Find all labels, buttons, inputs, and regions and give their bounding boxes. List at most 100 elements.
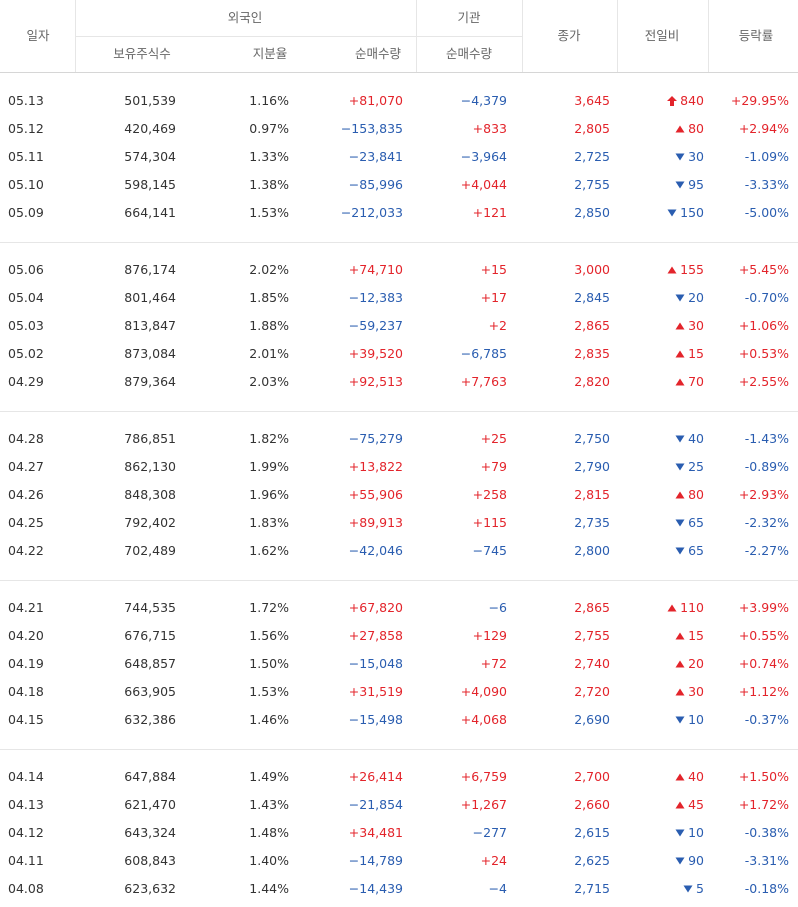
rate-cell: +0.74% <box>738 656 789 671</box>
group-divider <box>0 749 798 750</box>
rate-cell: +2.94% <box>738 121 789 136</box>
foreign-net-cell: −59,237 <box>348 318 403 333</box>
institution-net-cell: +129 <box>472 628 507 643</box>
change-value: 90 <box>688 853 704 868</box>
foreign-net-cell: +74,710 <box>348 262 403 277</box>
change-arrow <box>675 632 685 640</box>
holdings-cell: 876,174 <box>124 262 176 277</box>
foreign-net-cell: −21,854 <box>348 797 403 812</box>
institution-net-cell: +7,763 <box>460 374 507 389</box>
change-value: 40 <box>688 769 704 784</box>
change-value: 15 <box>688 346 704 361</box>
institution-net-cell: +258 <box>472 487 507 502</box>
date-cell: 04.27 <box>8 459 44 474</box>
holdings-cell: 663,905 <box>124 684 176 699</box>
ratio-cell: 1.40% <box>249 853 289 868</box>
change-value: 10 <box>688 712 704 727</box>
header-cell: 기관 <box>457 10 481 25</box>
rate-cell: -3.31% <box>744 853 789 868</box>
holdings-cell: 676,715 <box>124 628 176 643</box>
date-cell: 05.12 <box>8 121 44 136</box>
change-cell: 40 <box>675 769 704 785</box>
close-cell: 3,645 <box>574 93 610 108</box>
close-cell: 2,690 <box>574 712 610 727</box>
close-cell: 2,835 <box>574 346 610 361</box>
change-cell: 80 <box>675 487 704 503</box>
change-arrow <box>675 688 685 696</box>
close-cell: 2,720 <box>574 684 610 699</box>
ratio-cell: 1.85% <box>249 290 289 305</box>
holdings-cell: 598,145 <box>124 177 176 192</box>
holdings-cell: 574,304 <box>124 149 176 164</box>
holdings-cell: 647,884 <box>124 769 176 784</box>
rate-cell: +1.72% <box>738 797 789 812</box>
close-cell: 2,845 <box>574 290 610 305</box>
change-arrow <box>667 266 677 274</box>
change-cell: 30 <box>675 149 704 165</box>
change-arrow <box>675 547 685 555</box>
rate-cell: -5.00% <box>744 205 789 220</box>
institution-net-cell: −4 <box>488 881 507 896</box>
date-cell: 04.13 <box>8 797 44 812</box>
date-cell: 04.12 <box>8 825 44 840</box>
change-cell: 65 <box>675 543 704 559</box>
foreign-net-cell: +13,822 <box>348 459 403 474</box>
institution-net-cell: +24 <box>480 853 507 868</box>
change-arrow <box>675 153 685 161</box>
change-arrow <box>675 773 685 781</box>
close-cell: 2,735 <box>574 515 610 530</box>
date-cell: 04.18 <box>8 684 44 699</box>
date-cell: 04.26 <box>8 487 44 502</box>
institution-net-cell: −4,379 <box>460 93 507 108</box>
change-value: 5 <box>696 881 704 896</box>
date-cell: 04.21 <box>8 600 44 615</box>
change-cell: 840 <box>667 93 704 109</box>
date-cell: 04.20 <box>8 628 44 643</box>
change-arrow <box>667 604 677 612</box>
foreign-net-cell: +89,913 <box>348 515 403 530</box>
header-cell: 일자 <box>26 28 50 43</box>
holdings-cell: 792,402 <box>124 515 176 530</box>
change-arrow <box>675 181 685 189</box>
close-cell: 2,715 <box>574 881 610 896</box>
date-cell: 04.15 <box>8 712 44 727</box>
header-cell: 전일비 <box>644 28 680 43</box>
date-cell: 04.14 <box>8 769 44 784</box>
close-cell: 2,790 <box>574 459 610 474</box>
ratio-cell: 2.01% <box>249 346 289 361</box>
ratio-cell: 1.38% <box>249 177 289 192</box>
rate-cell: -0.18% <box>744 881 789 896</box>
ratio-cell: 2.02% <box>249 262 289 277</box>
header-cell: 순매수량 <box>354 46 402 61</box>
ratio-cell: 1.16% <box>249 93 289 108</box>
rate-cell: +1.50% <box>738 769 789 784</box>
rate-cell: +1.06% <box>738 318 789 333</box>
change-arrow <box>675 125 685 133</box>
institution-net-cell: −6,785 <box>460 346 507 361</box>
foreign-net-cell: −85,996 <box>348 177 403 192</box>
ratio-cell: 1.56% <box>249 628 289 643</box>
change-value: 840 <box>680 93 704 108</box>
foreign-net-cell: −12,383 <box>348 290 403 305</box>
header-cell: 지분율 <box>252 46 288 61</box>
ratio-cell: 1.53% <box>249 684 289 699</box>
close-cell: 2,865 <box>574 318 610 333</box>
change-value: 20 <box>688 290 704 305</box>
change-cell: 15 <box>675 628 704 644</box>
change-value: 70 <box>688 374 704 389</box>
change-arrow <box>675 322 685 330</box>
foreign-net-cell: +55,906 <box>348 487 403 502</box>
ratio-cell: 0.97% <box>249 121 289 136</box>
change-cell: 40 <box>675 431 704 447</box>
divider <box>75 36 522 37</box>
ratio-cell: 1.99% <box>249 459 289 474</box>
change-arrow <box>675 350 685 358</box>
institution-net-cell: +4,044 <box>460 177 507 192</box>
holdings-cell: 813,847 <box>124 318 176 333</box>
change-arrow <box>667 209 677 217</box>
change-cell: 90 <box>675 853 704 869</box>
divider <box>0 72 798 73</box>
date-cell: 05.06 <box>8 262 44 277</box>
holdings-cell: 420,469 <box>124 121 176 136</box>
group-divider <box>0 580 798 581</box>
